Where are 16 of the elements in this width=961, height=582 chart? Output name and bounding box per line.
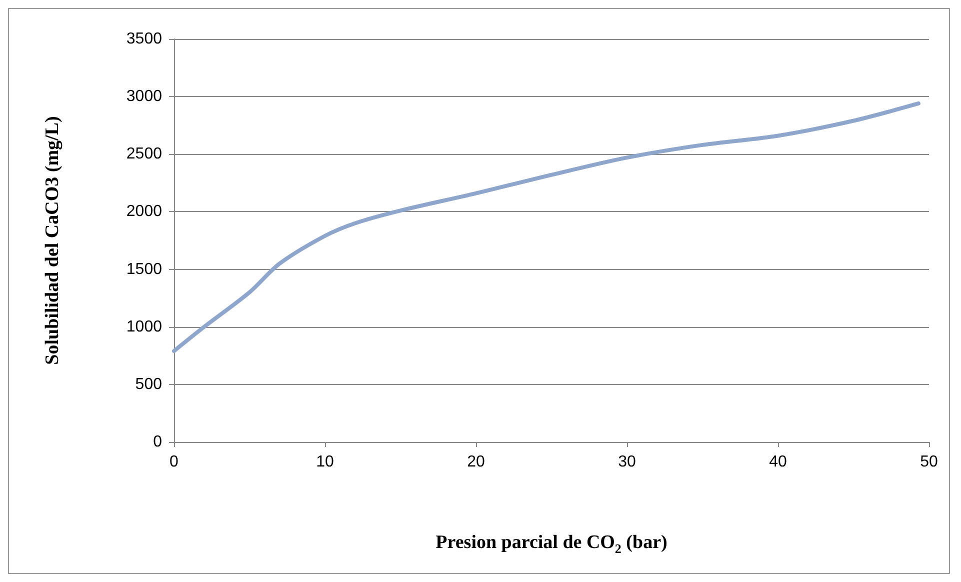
y-tick-label: 500 [135, 376, 162, 393]
y-tick-label: 1500 [126, 260, 162, 278]
x-tick-label: 30 [618, 454, 636, 470]
x-tick-label: 50 [920, 454, 938, 470]
x-tick-label: 10 [316, 454, 334, 470]
y-axis-title: Solubilidad del CaCO3 (mg/L) [42, 116, 63, 365]
y-tick-label: 2500 [126, 146, 162, 163]
line-series [172, 101, 920, 354]
x-tick-label: 20 [467, 454, 485, 470]
y-tick-label: 0 [153, 434, 162, 450]
x-tick-label: 40 [769, 454, 787, 470]
y-tick-label: 3500 [126, 30, 162, 48]
y-tick-label: 3000 [126, 88, 162, 106]
x-tick-label: 0 [170, 454, 179, 470]
y-tick-label: 2000 [126, 203, 162, 220]
y-tick-label: 1000 [126, 318, 162, 336]
